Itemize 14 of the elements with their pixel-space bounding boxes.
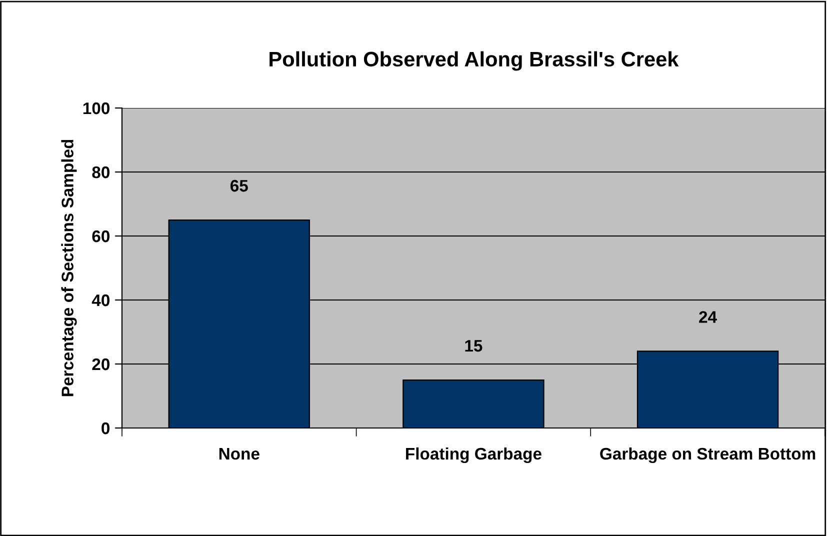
data-label: 65 bbox=[230, 180, 248, 192]
x-tick-label: Floating Garbage bbox=[406, 447, 542, 464]
y-tick-label: 60 bbox=[92, 230, 110, 242]
y-axis-title: Percentage of Sections Sampled bbox=[61, 140, 77, 396]
x-tick-label: Garbage on Stream Bottom bbox=[600, 447, 816, 464]
y-tick-label: 100 bbox=[83, 102, 110, 114]
chart-title: Pollution Observed Along Brassil's Creek bbox=[270, 51, 679, 71]
y-tick-label: 40 bbox=[92, 294, 110, 306]
y-tick-label: 20 bbox=[92, 358, 110, 370]
x-tick-label: None bbox=[219, 448, 260, 460]
y-tick-label: 80 bbox=[92, 166, 110, 178]
data-label: 15 bbox=[465, 340, 482, 352]
data-label: 24 bbox=[699, 311, 717, 323]
y-tick-label: 0 bbox=[102, 422, 110, 434]
